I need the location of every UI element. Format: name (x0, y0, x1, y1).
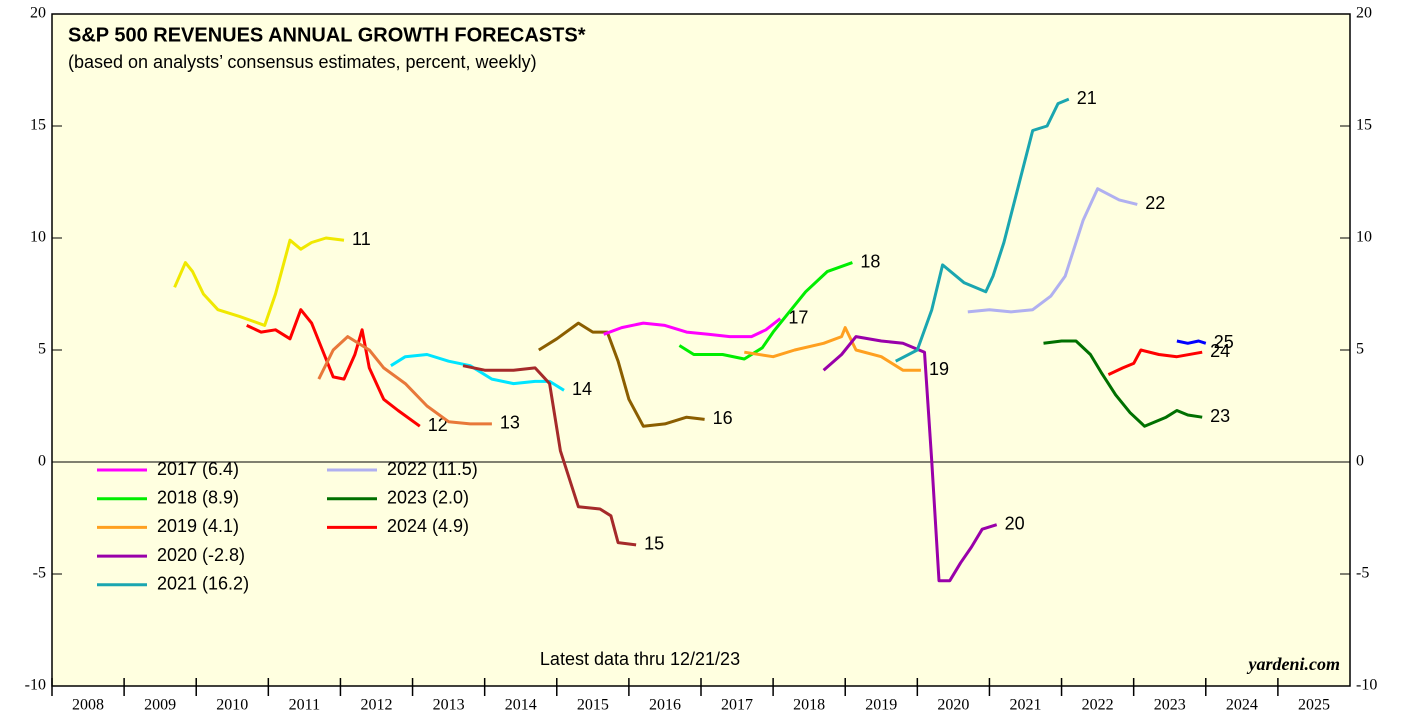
chart-subtitle: (based on analysts’ consensus estimates,… (68, 52, 537, 72)
end-label: 16 (713, 408, 733, 428)
legend-label: 2018 (8.9) (157, 487, 239, 507)
end-label: 20 (1005, 513, 1025, 533)
y2-tick-label: 10 (1356, 229, 1372, 246)
chart-title: S&P 500 REVENUES ANNUAL GROWTH FORECASTS… (68, 24, 586, 46)
legend-label: 2024 (4.9) (387, 516, 469, 536)
y-tick-label: -10 (25, 677, 46, 694)
note: Latest data thru 12/21/23 (540, 649, 740, 669)
series-line (678, 261, 853, 361)
series-line (967, 187, 1138, 314)
end-label: 18 (860, 251, 880, 271)
series-line (246, 308, 421, 428)
x-tick-label: 2020 (937, 697, 969, 714)
x-tick-label: 2010 (216, 697, 248, 714)
y2-tick-label: -5 (1356, 565, 1369, 582)
y2-tick-label: 20 (1356, 5, 1372, 22)
legend-label: 2022 (11.5) (387, 459, 478, 479)
series-line (603, 317, 782, 339)
series-line (1043, 339, 1203, 428)
x-tick-label: 2024 (1226, 697, 1258, 714)
series-line (822, 335, 998, 583)
end-label: 13 (500, 413, 520, 433)
y-tick-label: 10 (30, 229, 46, 246)
x-tick-label: 2018 (793, 697, 825, 714)
legend-label: 2023 (2.0) (387, 487, 469, 507)
x-tick-label: 2017 (721, 697, 753, 714)
series-line (1107, 348, 1203, 376)
x-tick-label: 2009 (144, 697, 176, 714)
legend-label: 2021 (16.2) (157, 574, 249, 594)
y-tick-label: 15 (30, 117, 46, 134)
x-tick-label: 2013 (433, 697, 465, 714)
plot-area (51, 13, 1351, 687)
end-label: 11 (352, 229, 371, 249)
y-tick-label: 20 (30, 5, 46, 22)
x-tick-label: 2015 (577, 697, 609, 714)
end-label: 25 (1214, 332, 1234, 352)
legend-label: 2019 (4.1) (157, 516, 239, 536)
y2-tick-label: -10 (1356, 677, 1377, 694)
series-line (317, 335, 492, 426)
x-tick-label: 2023 (1154, 697, 1186, 714)
y-tick-label: -5 (33, 565, 46, 582)
series-line (538, 321, 705, 428)
end-label: 19 (929, 359, 949, 379)
x-tick-label: 2022 (1082, 697, 1114, 714)
legend-label: 2020 (-2.8) (157, 545, 245, 565)
source: yardeni.com (1247, 654, 1341, 674)
end-label: 24 (1210, 341, 1230, 361)
x-tick-label: 2025 (1298, 697, 1330, 714)
end-label: 14 (572, 379, 592, 399)
end-label: 22 (1145, 193, 1165, 213)
legend-label: 2017 (6.4) (157, 459, 239, 479)
x-tick-label: 2019 (865, 697, 897, 714)
end-label: 17 (788, 307, 808, 327)
y-tick-label: 5 (38, 341, 46, 358)
end-label: 21 (1077, 88, 1097, 108)
series-line (744, 326, 921, 372)
end-label: 12 (428, 415, 448, 435)
end-label: 23 (1210, 406, 1230, 426)
end-label: 15 (644, 534, 664, 554)
y2-tick-label: 15 (1356, 117, 1372, 134)
series-line (462, 364, 637, 547)
y2-tick-label: 5 (1356, 341, 1364, 358)
x-tick-label: 2008 (72, 697, 104, 714)
series-line (1176, 339, 1207, 345)
series-line (895, 97, 1070, 363)
series-line (173, 236, 345, 327)
x-tick-label: 2016 (649, 697, 681, 714)
y2-tick-label: 0 (1356, 453, 1364, 470)
x-tick-label: 2012 (361, 697, 393, 714)
y-tick-label: 0 (38, 453, 46, 470)
x-tick-label: 2021 (1010, 697, 1042, 714)
series-line (390, 353, 565, 392)
x-tick-label: 2014 (505, 697, 537, 714)
x-tick-label: 2011 (289, 697, 320, 714)
